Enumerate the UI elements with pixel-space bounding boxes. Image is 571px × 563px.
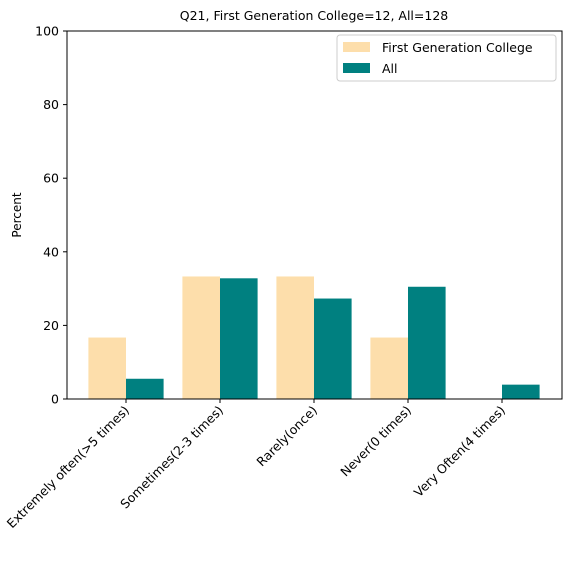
y-axis: 0 20 40 60 80 100 bbox=[35, 24, 67, 407]
bar-first-generation-college bbox=[370, 337, 408, 399]
legend-swatch-all bbox=[343, 63, 370, 73]
x-axis: Extremely often(>5 times)Sometimes(2-3 t… bbox=[4, 399, 508, 531]
bar-all bbox=[220, 278, 258, 399]
x-tick-label: Never(0 times) bbox=[337, 403, 414, 480]
legend-box bbox=[336, 34, 557, 82]
legend-label-first-generation-college: First Generation College bbox=[382, 40, 533, 55]
x-tick-label: Very Often(4 times) bbox=[411, 403, 508, 500]
legend-label-all: All bbox=[382, 61, 398, 76]
x-tick-label: Sometimes(2-3 times) bbox=[117, 403, 226, 512]
bar-all bbox=[314, 298, 352, 399]
chart-title: Q21, First Generation College=12, All=12… bbox=[180, 8, 449, 23]
bar-first-generation-college bbox=[88, 337, 126, 399]
legend: First Generation College All bbox=[336, 34, 557, 82]
bar-all bbox=[408, 286, 446, 399]
bar-first-generation-college bbox=[276, 276, 314, 399]
x-tick-label: Extremely often(>5 times) bbox=[4, 403, 132, 531]
y-tick-label: 40 bbox=[43, 244, 59, 259]
y-axis-label: Percent bbox=[10, 192, 24, 237]
y-tick-label: 80 bbox=[43, 97, 59, 112]
bar-all bbox=[126, 378, 164, 399]
y-tick-label: 20 bbox=[43, 318, 59, 333]
x-tick-label: Rarely(once) bbox=[253, 403, 320, 470]
bar-first-generation-college bbox=[182, 276, 220, 399]
plot-bars bbox=[88, 276, 540, 399]
legend-swatch-first-generation-college bbox=[343, 42, 370, 52]
bar-all bbox=[502, 384, 540, 399]
y-tick-label: 0 bbox=[51, 392, 59, 407]
y-tick-label: 60 bbox=[43, 171, 59, 186]
y-tick-label: 100 bbox=[35, 24, 59, 39]
